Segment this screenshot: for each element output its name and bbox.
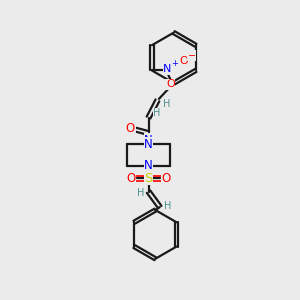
Text: O: O (161, 172, 170, 185)
Text: N: N (144, 138, 153, 151)
Text: H: H (164, 201, 172, 211)
Text: N: N (144, 159, 153, 172)
Text: −: − (188, 51, 196, 61)
Text: H: H (136, 188, 144, 198)
Text: O: O (166, 79, 175, 89)
Text: O: O (127, 172, 136, 185)
Text: S: S (144, 172, 153, 185)
Text: N: N (144, 134, 153, 147)
Text: H: H (153, 108, 160, 118)
Text: +: + (172, 59, 178, 68)
Text: N: N (163, 64, 172, 74)
Text: O: O (126, 122, 135, 135)
Text: H: H (163, 99, 170, 109)
Text: O: O (180, 56, 188, 66)
